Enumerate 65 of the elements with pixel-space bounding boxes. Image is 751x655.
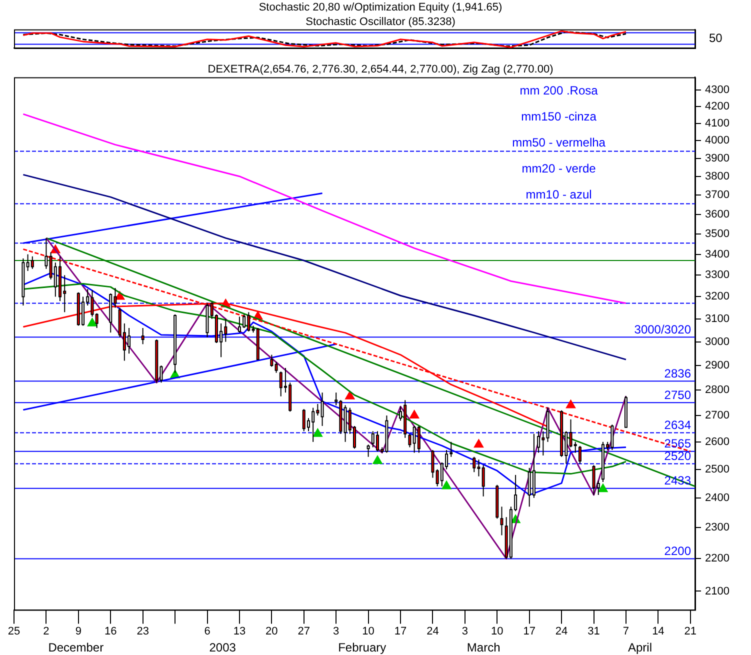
- x-tick-label: 25: [8, 625, 20, 638]
- x-tick-label: 31: [588, 625, 600, 638]
- y-tick-label: 2900: [705, 360, 730, 372]
- text: December: [48, 640, 104, 654]
- y-tick-label: 4200: [705, 100, 730, 113]
- x-tick-label: 3: [462, 625, 468, 638]
- x-tick-label: 23: [136, 625, 149, 638]
- text: 2003: [209, 640, 236, 654]
- ref-line-label: 2750: [664, 388, 692, 402]
- chart-title: DEXETRA(2,654.76, 2,776.30, 2,654.44, 2,770.00), Zig Zag (2,770.00): [208, 64, 554, 76]
- chart-title: Stochastic 20,80 w/Optimization Equity (1,941.65): [258, 2, 502, 14]
- x-tick-label: 14: [652, 625, 664, 638]
- ref-line-label: 2836: [664, 366, 692, 380]
- x-tick-label: 3: [333, 625, 340, 638]
- y-tick-label: 3300: [705, 269, 730, 282]
- x-tick-label: 13: [233, 625, 246, 638]
- ref-line-label: 2520: [664, 449, 692, 464]
- y-tick-label: 4000: [705, 134, 730, 147]
- x-tick-label: 17: [394, 625, 407, 638]
- x-tick-label: 27: [298, 625, 310, 638]
- y-tick-label: 2700: [705, 410, 730, 422]
- y-tick-label: 2300: [705, 522, 730, 534]
- y-tick-label: 2600: [705, 436, 730, 448]
- y-tick-label: 2800: [705, 384, 730, 396]
- y-tick-label: 2500: [705, 463, 730, 476]
- text: 50: [709, 31, 723, 46]
- y-tick-label: 3000: [705, 336, 730, 348]
- x-tick-label: 20: [266, 625, 278, 638]
- annotation: mm 200 .Rosa: [520, 84, 598, 98]
- annotation: mm10 - azul: [526, 188, 592, 202]
- ref-line-label: 2200: [664, 544, 692, 558]
- y-tick-label: 3600: [705, 208, 730, 220]
- y-tick-label: 2200: [705, 552, 730, 565]
- ref-line-label: 2565: [664, 436, 692, 451]
- x-tick-label: 2: [43, 625, 50, 638]
- y-tick-label: 3500: [705, 228, 730, 240]
- x-tick-label: 17: [523, 625, 536, 638]
- y-tick-label: 2400: [705, 492, 730, 504]
- y-tick-label: 3100: [705, 312, 730, 325]
- y-tick-label: 4100: [705, 117, 730, 130]
- annotation: mm50 - vermelha: [512, 136, 606, 150]
- y-tick-label: 3800: [705, 170, 730, 183]
- text: April: [628, 640, 652, 654]
- y-tick-label: 3700: [705, 189, 730, 202]
- x-tick-label: 16: [104, 625, 117, 638]
- x-tick-label: 24: [555, 625, 568, 638]
- x-tick-label: 6: [204, 625, 210, 638]
- x-tick-label: 9: [75, 625, 82, 638]
- x-tick-label: 21: [684, 625, 697, 638]
- annotation: mm150 -cinza: [521, 110, 597, 124]
- x-tick-label: 10: [491, 625, 504, 638]
- y-tick-label: 3900: [705, 152, 730, 164]
- y-tick-label: 3400: [705, 248, 730, 260]
- text: March: [466, 640, 500, 654]
- x-tick-label: 24: [426, 625, 439, 638]
- x-tick-label: 7: [622, 625, 630, 638]
- text: February: [338, 640, 386, 654]
- annotation: mm20 - verde: [522, 162, 596, 176]
- x-tick-label: 10: [362, 625, 374, 638]
- y-tick-label: 2100: [705, 585, 730, 598]
- ref-line-label: 2634: [664, 418, 692, 432]
- y-tick-label: 4300: [705, 84, 730, 96]
- ref-line-label: 3000/3020: [634, 322, 692, 336]
- chart-subtitle: Stochastic Oscillator (85.3238): [306, 16, 456, 28]
- y-tick-label: 3200: [705, 290, 730, 303]
